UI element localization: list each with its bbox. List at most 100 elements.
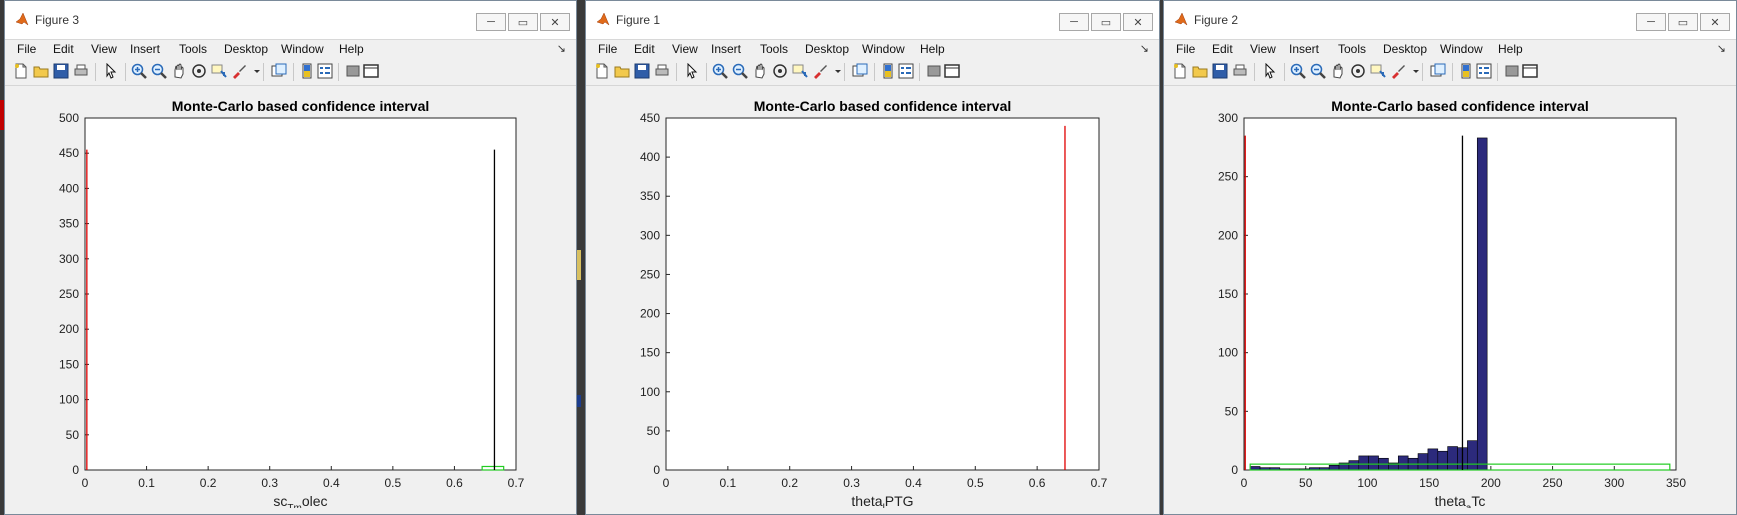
maximize-button[interactable]: ▭ xyxy=(508,13,538,31)
menu-file[interactable]: File xyxy=(17,42,37,56)
minimize-button[interactable]: ─ xyxy=(1059,13,1089,31)
hide-plot-tools-icon[interactable] xyxy=(926,63,942,79)
print-icon[interactable] xyxy=(654,63,670,79)
menu-view[interactable]: View xyxy=(672,42,698,56)
title-bar[interactable]: Figure 2 ─ ▭ ✕ xyxy=(1164,1,1736,40)
menu-view[interactable]: View xyxy=(1250,42,1276,56)
pan-icon[interactable] xyxy=(1330,63,1346,79)
show-plot-tools-icon[interactable] xyxy=(1522,63,1538,79)
print-icon[interactable] xyxy=(73,63,89,79)
colorbar-icon[interactable] xyxy=(299,63,315,79)
figure-canvas[interactable]: Monte-Carlo based confidence interval 0 0.… xyxy=(5,87,576,508)
rotate-3d-icon[interactable] xyxy=(1350,63,1366,79)
menu-desktop[interactable]: Desktop xyxy=(1383,42,1428,56)
colorbar-icon[interactable] xyxy=(1458,63,1474,79)
menu-insert[interactable]: Insert xyxy=(711,42,742,56)
dock-arrow-icon[interactable]: ↘ xyxy=(1716,43,1726,55)
zoom-out-icon[interactable] xyxy=(1310,63,1326,79)
brush-icon[interactable] xyxy=(1390,63,1406,79)
menu-file[interactable]: File xyxy=(1176,42,1196,56)
pan-icon[interactable] xyxy=(171,63,187,79)
figure-window-3[interactable]: Figure 3 ─ ▭ ✕ File Edit View Insert Tools Deskto… xyxy=(4,0,577,515)
menu-edit[interactable]: Edit xyxy=(1212,42,1233,56)
rotate-3d-icon[interactable] xyxy=(772,63,788,79)
title-bar[interactable]: Figure 1 ─ ▭ ✕ xyxy=(586,1,1159,40)
figure-window-2[interactable]: Figure 2 ─ ▭ ✕ File Edit View Insert Tools Deskto… xyxy=(1163,0,1737,515)
maximize-button[interactable]: ▭ xyxy=(1668,13,1698,31)
legend-icon[interactable] xyxy=(317,63,333,79)
new-figure-icon[interactable] xyxy=(13,63,29,79)
hide-plot-tools-icon[interactable] xyxy=(1504,63,1520,79)
pointer-icon[interactable] xyxy=(1262,62,1278,79)
dock-arrow-icon[interactable]: ↘ xyxy=(1139,43,1149,55)
save-icon[interactable] xyxy=(1212,63,1228,79)
menu-edit[interactable]: Edit xyxy=(53,42,74,56)
brush-dropdown-icon[interactable] xyxy=(830,63,846,79)
figure-canvas[interactable]: Monte-Carlo based confidence interval 0 0.… xyxy=(586,87,1159,508)
maximize-button[interactable]: ▭ xyxy=(1091,13,1121,31)
menu-tools[interactable]: Tools xyxy=(1338,42,1367,56)
title-bar[interactable]: Figure 3 ─ ▭ ✕ xyxy=(5,1,576,40)
histogram-plot[interactable]: Monte-Carlo based confidence interval 0 50… xyxy=(1164,87,1736,508)
rotate-3d-icon[interactable] xyxy=(191,63,207,79)
link-plot-icon[interactable] xyxy=(852,63,868,79)
link-plot-icon[interactable] xyxy=(271,63,287,79)
zoom-out-icon[interactable] xyxy=(732,63,748,79)
legend-icon[interactable] xyxy=(1476,63,1492,79)
menu-edit[interactable]: Edit xyxy=(634,42,655,56)
minimize-button[interactable]: ─ xyxy=(476,13,506,31)
figure-canvas[interactable]: Monte-Carlo based confidence interval 0 50… xyxy=(1164,87,1736,508)
show-plot-tools-icon[interactable] xyxy=(944,63,960,79)
zoom-in-icon[interactable] xyxy=(1290,63,1306,79)
close-button[interactable]: ✕ xyxy=(540,13,570,31)
menu-file[interactable]: File xyxy=(598,42,618,56)
figure-window-1[interactable]: Figure 1 ─ ▭ ✕ File Edit View Insert Tools Deskto… xyxy=(585,0,1160,515)
open-file-icon[interactable] xyxy=(1192,63,1208,79)
minimize-button[interactable]: ─ xyxy=(1636,13,1666,31)
hide-plot-tools-icon[interactable] xyxy=(345,63,361,79)
menu-window[interactable]: Window xyxy=(1440,42,1483,56)
dock-arrow-icon[interactable]: ↘ xyxy=(556,43,566,55)
data-cursor-icon[interactable] xyxy=(211,63,227,79)
zoom-in-icon[interactable] xyxy=(131,63,147,79)
open-file-icon[interactable] xyxy=(614,63,630,79)
legend-icon[interactable] xyxy=(898,63,914,79)
menu-tools[interactable]: Tools xyxy=(179,42,208,56)
brush-icon[interactable] xyxy=(812,63,828,79)
data-cursor-icon[interactable] xyxy=(792,63,808,79)
close-button[interactable]: ✕ xyxy=(1700,13,1730,31)
menu-window[interactable]: Window xyxy=(862,42,905,56)
menu-help[interactable]: Help xyxy=(1498,42,1523,56)
histogram-plot[interactable]: Monte-Carlo based confidence interval 0 0.… xyxy=(586,87,1159,508)
menu-help[interactable]: Help xyxy=(920,42,945,56)
axes-box[interactable] xyxy=(1243,117,1677,471)
histogram-plot[interactable]: Monte-Carlo based confidence interval 0 0.… xyxy=(5,87,576,508)
pan-icon[interactable] xyxy=(752,63,768,79)
zoom-out-icon[interactable] xyxy=(151,63,167,79)
new-figure-icon[interactable] xyxy=(1172,63,1188,79)
new-figure-icon[interactable] xyxy=(594,63,610,79)
brush-dropdown-icon[interactable] xyxy=(249,63,265,79)
zoom-in-icon[interactable] xyxy=(712,63,728,79)
save-icon[interactable] xyxy=(53,63,69,79)
close-button[interactable]: ✕ xyxy=(1123,13,1153,31)
colorbar-icon[interactable] xyxy=(880,63,896,79)
menu-window[interactable]: Window xyxy=(281,42,324,56)
menu-insert[interactable]: Insert xyxy=(1289,42,1320,56)
menu-desktop[interactable]: Desktop xyxy=(805,42,850,56)
menu-insert[interactable]: Insert xyxy=(130,42,161,56)
print-icon[interactable] xyxy=(1232,63,1248,79)
open-file-icon[interactable] xyxy=(33,63,49,79)
link-plot-icon[interactable] xyxy=(1430,63,1446,79)
pointer-icon[interactable] xyxy=(684,62,700,79)
menu-desktop[interactable]: Desktop xyxy=(224,42,269,56)
save-icon[interactable] xyxy=(634,63,650,79)
brush-icon[interactable] xyxy=(231,63,247,79)
axes-box[interactable] xyxy=(665,117,1100,471)
menu-tools[interactable]: Tools xyxy=(760,42,789,56)
axes-box[interactable] xyxy=(84,117,517,471)
menu-help[interactable]: Help xyxy=(339,42,364,56)
pointer-icon[interactable] xyxy=(103,62,119,79)
menu-view[interactable]: View xyxy=(91,42,117,56)
brush-dropdown-icon[interactable] xyxy=(1408,63,1424,79)
